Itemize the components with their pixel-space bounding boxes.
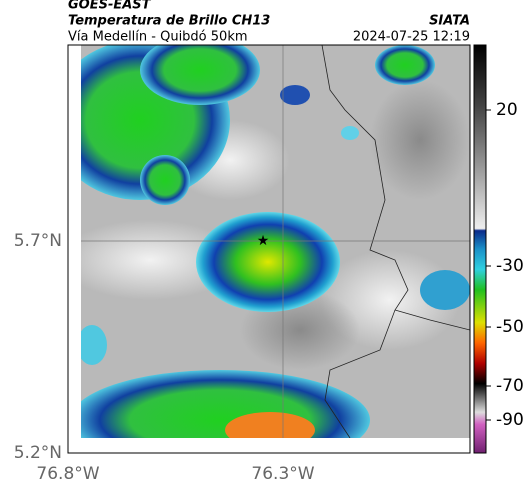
lat-label: 5.7°N — [14, 231, 62, 251]
colorbar-tick-label: -90 — [496, 410, 524, 430]
lon-label: 76.3°W — [251, 464, 314, 484]
map-frame — [67, 44, 471, 454]
colorbar-tick-label: -30 — [496, 256, 524, 276]
colorbar-tick-label: 20 — [496, 100, 518, 120]
colorbar — [473, 44, 487, 454]
satellite-name: GOES-EAST — [68, 0, 152, 13]
svg-text:★: ★ — [257, 233, 270, 249]
region: Vía Medellín - Quibdó 50km — [68, 30, 248, 45]
lat-label: 5.2°N — [14, 443, 62, 463]
product-title: Temperatura de Brillo CH13 — [68, 14, 270, 29]
lon-label: 76.8°W — [36, 464, 99, 484]
colorbar-tick-label: -70 — [496, 376, 524, 396]
timestamp: 2024-07-25 12:19 — [353, 30, 470, 45]
satellite-image: ★ — [81, 45, 470, 438]
colorbar-tick-label: -50 — [496, 317, 524, 337]
source: SIATA — [429, 14, 470, 29]
